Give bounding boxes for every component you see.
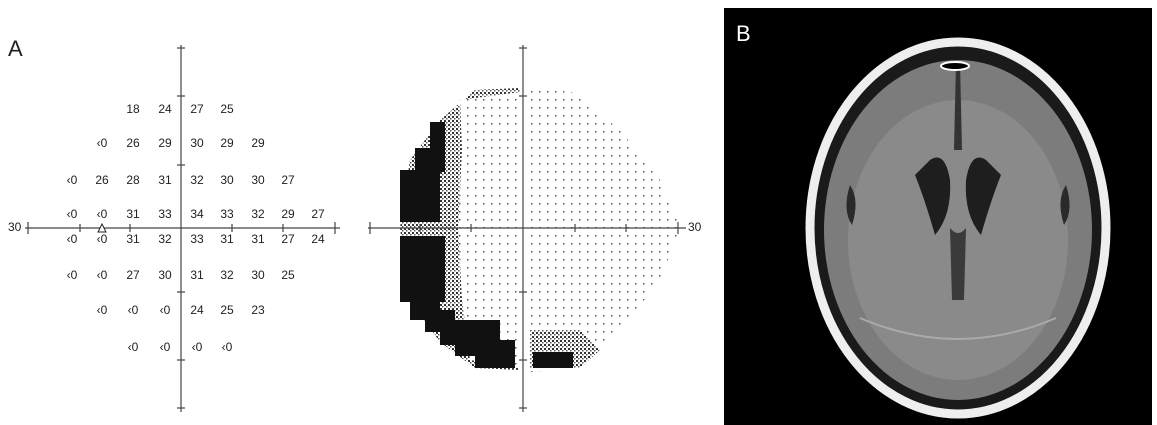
threshold-value: 25 bbox=[220, 102, 234, 116]
panel-label: A bbox=[8, 36, 23, 61]
threshold-value: 27 bbox=[281, 173, 295, 187]
threshold-value: 30 bbox=[251, 268, 265, 282]
threshold-value: 27 bbox=[126, 268, 140, 282]
threshold-value: 32 bbox=[220, 268, 234, 282]
threshold-value: 25 bbox=[281, 268, 295, 282]
threshold-value: 29 bbox=[251, 136, 265, 150]
threshold-value: 24 bbox=[311, 232, 325, 246]
threshold-value: 31 bbox=[126, 207, 140, 221]
threshold-value: ‹0 bbox=[160, 340, 171, 354]
threshold-value: 31 bbox=[220, 232, 234, 246]
ct-scan bbox=[810, 42, 1106, 414]
threshold-value: 24 bbox=[158, 102, 172, 116]
threshold-value: 23 bbox=[251, 303, 265, 317]
threshold-value: 28 bbox=[126, 173, 140, 187]
axis-label: 30 bbox=[8, 220, 22, 234]
threshold-value: 29 bbox=[281, 207, 295, 221]
threshold-value: 26 bbox=[95, 173, 109, 187]
threshold-value: ‹0 bbox=[97, 136, 108, 150]
threshold-value: 32 bbox=[158, 232, 172, 246]
threshold-value: ‹0 bbox=[192, 340, 203, 354]
threshold-value: ‹0 bbox=[67, 268, 78, 282]
threshold-value: 31 bbox=[158, 173, 172, 187]
axis-label: 30 bbox=[688, 220, 702, 234]
threshold-value: 30 bbox=[220, 173, 234, 187]
threshold-value: 33 bbox=[220, 207, 234, 221]
threshold-value: 30 bbox=[251, 173, 265, 187]
threshold-value: 24 bbox=[190, 303, 204, 317]
threshold-value: 26 bbox=[126, 136, 140, 150]
grayscale-map bbox=[400, 88, 680, 372]
threshold-value: 32 bbox=[190, 173, 204, 187]
threshold-value: ‹0 bbox=[97, 303, 108, 317]
threshold-value: 33 bbox=[190, 232, 204, 246]
figure: A 18 24 27 25 ‹0 26 29 30 29 29 ‹0 26 28 31 32 30 30 27 ‹0… bbox=[0, 0, 1157, 425]
threshold-value: 30 bbox=[190, 136, 204, 150]
threshold-value: ‹0 bbox=[67, 173, 78, 187]
threshold-value: ‹0 bbox=[97, 207, 108, 221]
threshold-value: ‹0 bbox=[67, 207, 78, 221]
threshold-value: ‹0 bbox=[222, 340, 233, 354]
threshold-value: 32 bbox=[251, 207, 265, 221]
threshold-value: 25 bbox=[220, 303, 234, 317]
threshold-value: ‹0 bbox=[160, 303, 171, 317]
threshold-value: 27 bbox=[281, 232, 295, 246]
threshold-value: 31 bbox=[126, 232, 140, 246]
threshold-value: ‹0 bbox=[97, 232, 108, 246]
threshold-value: 27 bbox=[190, 102, 204, 116]
threshold-value: ‹0 bbox=[128, 340, 139, 354]
threshold-value: 29 bbox=[158, 136, 172, 150]
threshold-value: 33 bbox=[158, 207, 172, 221]
panel-label: B bbox=[736, 21, 751, 46]
threshold-value: ‹0 bbox=[67, 232, 78, 246]
threshold-value: 34 bbox=[190, 207, 204, 221]
threshold-value: ‹0 bbox=[128, 303, 139, 317]
threshold-value: 30 bbox=[158, 268, 172, 282]
threshold-value: 27 bbox=[311, 207, 325, 221]
threshold-value: 31 bbox=[190, 268, 204, 282]
threshold-value: 29 bbox=[220, 136, 234, 150]
threshold-value: ‹0 bbox=[97, 268, 108, 282]
threshold-value: 18 bbox=[126, 102, 140, 116]
threshold-value: 31 bbox=[251, 232, 265, 246]
